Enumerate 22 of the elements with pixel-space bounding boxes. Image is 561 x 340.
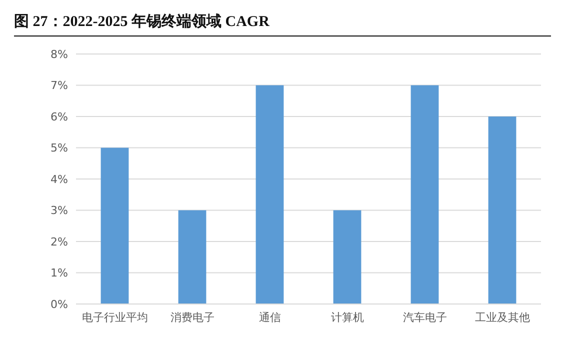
y-tick-label: 6% — [50, 110, 68, 124]
bar — [256, 85, 284, 304]
y-tick-label: 7% — [50, 79, 68, 92]
x-tick-label: 消费电子 — [170, 311, 214, 324]
y-tick-label: 5% — [50, 142, 68, 155]
x-tick-label: 汽车电子 — [402, 311, 447, 324]
y-tick-label: 4% — [50, 172, 68, 186]
x-tick-label: 计算机 — [330, 311, 364, 324]
y-tick-label: 2% — [50, 235, 68, 248]
y-tick-label: 1% — [50, 266, 68, 280]
bar — [178, 210, 206, 304]
bar — [333, 210, 362, 304]
bar — [410, 85, 439, 304]
chart-title: 图 27：2022-2025 年锡终端领域 CAGR — [14, 13, 270, 30]
y-tick-label: 0% — [50, 298, 68, 311]
x-tick-label: 工业及其他 — [474, 311, 530, 324]
x-tick-label: 通信 — [258, 311, 281, 324]
bar — [488, 116, 516, 304]
y-tick-label: 3% — [50, 204, 68, 218]
bar — [100, 148, 129, 304]
x-tick-label: 电子行业平均 — [82, 311, 148, 324]
y-tick-label: 8% — [50, 48, 68, 61]
